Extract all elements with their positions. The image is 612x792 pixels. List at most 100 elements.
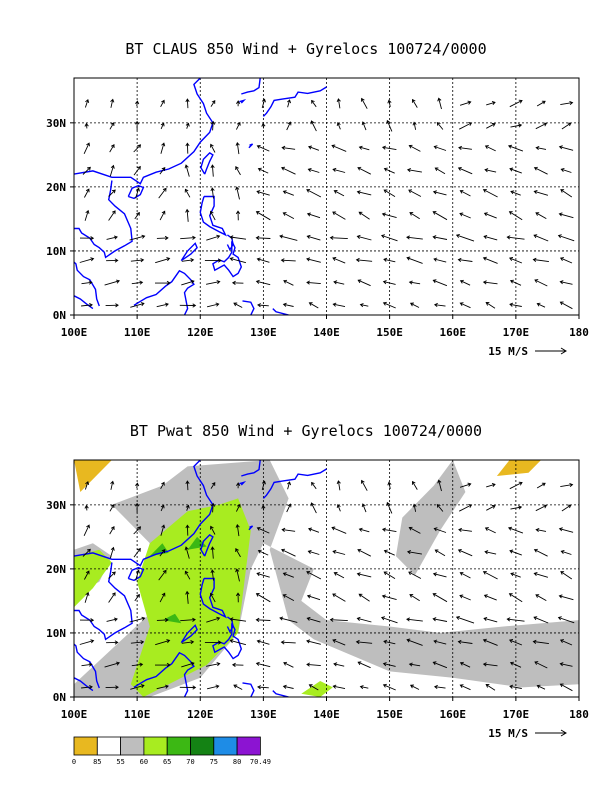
wind-arrow	[255, 617, 271, 622]
wind-arrow	[533, 548, 548, 557]
wind-arrow	[432, 235, 448, 240]
wind-arrow	[536, 482, 546, 489]
wind-arrow	[510, 572, 521, 578]
wind-arrow	[432, 211, 448, 221]
wind-arrow	[235, 141, 240, 155]
wind-arrow	[559, 683, 573, 692]
y-tick-label-30N: 30N	[46, 117, 66, 130]
wind-arrow	[506, 235, 525, 240]
wind-arrow	[109, 164, 115, 177]
wind-arrow	[282, 212, 295, 219]
wind-arrow	[160, 504, 165, 512]
wind-arrow	[154, 280, 171, 285]
wind-arrow	[129, 234, 146, 241]
wind-arrow	[333, 662, 345, 667]
wind-arrow	[181, 661, 195, 668]
colorbar-label: 70.49	[250, 758, 271, 766]
wind-arrow	[459, 279, 471, 286]
wind-arrow	[281, 166, 296, 175]
wind-arrow	[536, 684, 546, 690]
wind-arrow	[458, 527, 472, 533]
plot-area	[74, 78, 579, 315]
wind-arrow	[109, 526, 115, 535]
wind-arrow	[432, 617, 448, 622]
wind-arrow	[306, 662, 321, 667]
wind-arrow	[233, 302, 243, 308]
y-tick-label-10N: 10N	[46, 245, 66, 258]
wind-arrow	[332, 639, 346, 646]
wind-arrow	[256, 639, 270, 645]
wind-arrow	[361, 503, 367, 513]
wind-arrow	[359, 303, 369, 308]
wind-arrow	[383, 167, 395, 174]
wind-arrow	[184, 546, 190, 559]
wind-arrow	[310, 502, 317, 514]
wind-arrow	[356, 572, 372, 578]
vector-scale-arrow	[535, 729, 567, 737]
wind-arrow	[185, 208, 190, 222]
wind-arrow	[286, 121, 292, 131]
coastline-14	[248, 525, 254, 531]
wind-arrow	[204, 258, 222, 263]
x-tick-label-100E: 100E	[61, 708, 88, 721]
wind-arrow	[333, 280, 345, 285]
y-tick-label-30N: 30N	[46, 499, 66, 512]
wind-arrow	[257, 167, 269, 174]
wind-arrow	[261, 504, 266, 511]
wind-arrow	[283, 661, 294, 668]
wind-arrow	[235, 503, 241, 512]
wind-arrow	[160, 122, 165, 130]
wind-arrow	[509, 279, 522, 286]
colorbar-swatch-4	[166, 736, 191, 756]
coastline-12	[241, 78, 261, 95]
wind-arrow	[386, 501, 393, 514]
wind-arrow	[235, 121, 241, 130]
wind-arrow	[210, 187, 215, 199]
wind-arrow	[206, 280, 221, 285]
wind-arrow	[179, 303, 197, 308]
coastline-8	[212, 622, 243, 660]
wind-arrow	[81, 662, 93, 667]
wind-arrow	[308, 684, 319, 691]
wind-arrow	[158, 569, 167, 581]
wind-arrow	[108, 571, 116, 579]
wind-arrow	[535, 594, 547, 601]
wind-arrow	[307, 167, 320, 173]
wind-arrow	[306, 639, 321, 645]
wind-arrow	[406, 638, 423, 646]
x-tick-label-110E: 110E	[124, 708, 151, 721]
wind-arrow	[355, 639, 373, 645]
wind-arrow	[184, 188, 191, 198]
wind-arrow	[485, 302, 496, 309]
wind-arrow	[106, 235, 118, 240]
wind-arrow	[432, 572, 447, 578]
wind-arrow	[210, 546, 215, 559]
wind-arrow	[210, 164, 215, 177]
wind-arrow	[381, 527, 397, 533]
wind-arrow	[255, 593, 271, 603]
colorbar-label: 0	[72, 758, 76, 766]
wind-arrow	[483, 234, 498, 241]
wind-arrow	[507, 144, 524, 152]
map-2-title: BT Pwat 850 Wind + Gyrelocs 100724/0000	[129, 422, 483, 440]
vector-scale-label: 15 M/S	[488, 345, 528, 358]
wind-arrow	[286, 99, 292, 108]
wind-arrow	[81, 302, 93, 308]
wind-arrow	[235, 592, 241, 603]
x-tick-label-160E: 160E	[440, 326, 467, 339]
wind-arrow	[307, 549, 320, 555]
wind-arrow	[360, 479, 368, 491]
wind-arrow	[160, 524, 166, 536]
wind-arrow	[459, 594, 471, 601]
wind-arrow	[235, 568, 240, 582]
coastline-15	[272, 690, 289, 697]
wind-arrow	[282, 302, 294, 307]
wind-arrow	[433, 684, 446, 690]
colorbar-swatch-5	[190, 736, 215, 756]
wind-arrow	[336, 504, 341, 512]
coastline-11	[262, 86, 327, 117]
wind-arrow	[383, 571, 396, 579]
wind-arrow	[331, 526, 347, 534]
pwat-shade-region-1	[395, 460, 466, 576]
wind-arrow	[261, 480, 266, 491]
